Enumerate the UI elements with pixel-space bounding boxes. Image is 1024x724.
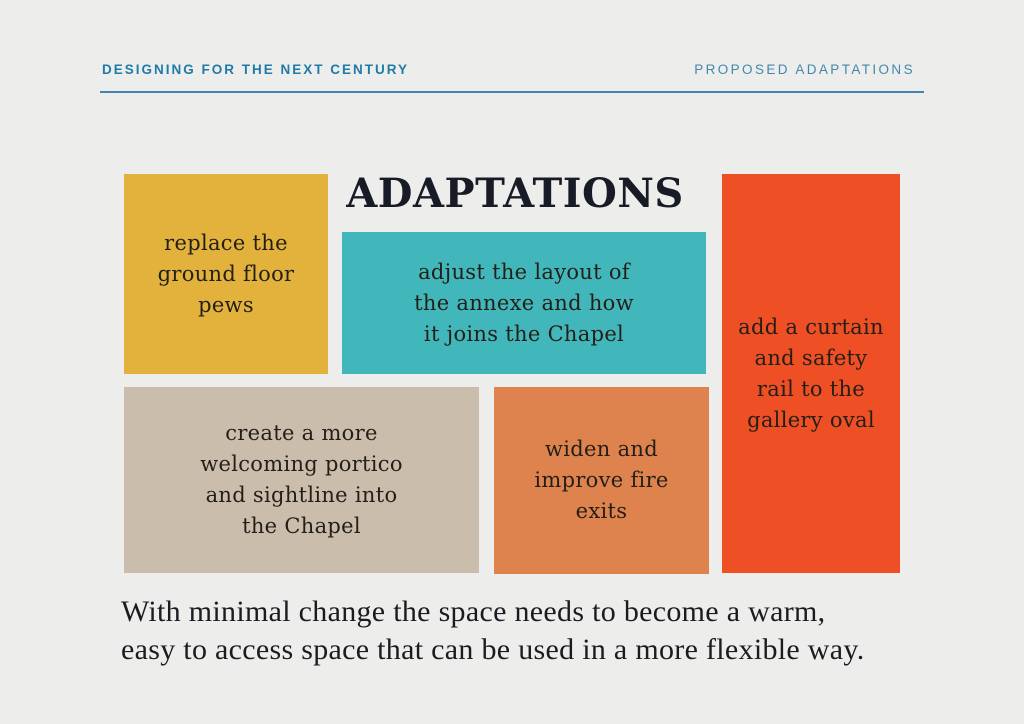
card-portico-sightline: create a more welcoming portico and sigh… [124, 387, 479, 573]
card-portico-sightline-text: create a more welcoming portico and sigh… [200, 421, 403, 538]
card-fire-exits-text: widen and improve fire exits [534, 437, 669, 523]
slide-title: ADAPTATIONS [346, 170, 684, 217]
header-rule [100, 91, 924, 93]
header-right-label: PROPOSED ADAPTATIONS [694, 62, 915, 77]
card-gallery-rail: add a curtain and safety rail to the gal… [722, 174, 900, 573]
card-annexe-layout: adjust the layout of the annexe and how … [342, 232, 706, 374]
header-left-label: DESIGNING FOR THE NEXT CENTURY [102, 62, 410, 77]
summary-text: With minimal change the space needs to b… [121, 595, 865, 666]
card-replace-pews: replace the ground floor pews [124, 174, 328, 374]
card-annexe-layout-text: adjust the layout of the annexe and how … [414, 259, 634, 346]
card-gallery-rail-text: add a curtain and safety rail to the gal… [738, 314, 884, 432]
card-fire-exits: widen and improve fire exits [494, 387, 709, 574]
card-replace-pews-text: replace the ground floor pews [157, 230, 295, 317]
